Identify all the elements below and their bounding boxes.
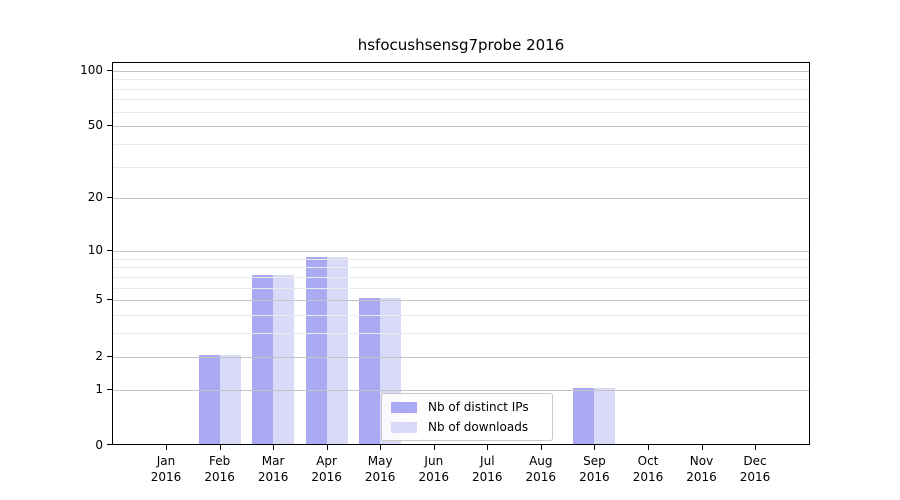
legend-row-distinct-ips: Nb of distinct IPs bbox=[391, 399, 543, 415]
bar-distinct-ips-mar bbox=[252, 274, 274, 444]
y-tick-100 bbox=[107, 69, 112, 71]
y-tick-label-1: 1 bbox=[95, 381, 103, 396]
y-tick-20 bbox=[107, 197, 112, 199]
x-tick-oct bbox=[648, 445, 649, 450]
bar-downloads-apr bbox=[326, 256, 348, 444]
legend-label-distinct-ips: Nb of distinct IPs bbox=[428, 400, 529, 414]
x-tick-sep bbox=[594, 445, 596, 450]
gridline-minor-90 bbox=[113, 79, 809, 81]
x-tick-aug bbox=[540, 445, 542, 450]
y-tick-label-0: 0 bbox=[95, 438, 103, 452]
gridline-minor-70 bbox=[113, 99, 809, 101]
x-tick-jul bbox=[487, 445, 489, 450]
bar-distinct-ips-feb bbox=[198, 354, 220, 444]
gridline-minor-3 bbox=[113, 333, 809, 335]
x-tick-label-aug: Aug 2016 bbox=[525, 454, 557, 484]
gridline-major-1 bbox=[113, 389, 809, 391]
plot-area: Nb of distinct IPs Nb of downloads bbox=[112, 62, 810, 445]
y-tick-2 bbox=[107, 355, 112, 357]
gridline-minor-8 bbox=[113, 267, 809, 269]
y-tick-10 bbox=[107, 250, 112, 251]
y-tick-label-10: 10 bbox=[87, 243, 103, 257]
gridline-minor-4 bbox=[113, 315, 809, 317]
gridline-minor-60 bbox=[113, 111, 809, 113]
gridline-major-50 bbox=[113, 126, 809, 128]
x-tick-jun bbox=[433, 445, 435, 450]
y-tick-label-50: 50 bbox=[87, 118, 103, 133]
x-tick-apr bbox=[326, 445, 328, 450]
y-tick-0 bbox=[107, 444, 112, 445]
x-tick-label-feb: Feb 2016 bbox=[204, 454, 235, 484]
x-tick-label-apr: Apr 2016 bbox=[311, 454, 342, 484]
y-tick-label-2: 2 bbox=[95, 348, 103, 363]
x-tick-label-mar: Mar 2016 bbox=[257, 454, 289, 484]
gridline-minor-9 bbox=[113, 258, 809, 260]
gridline-major-5 bbox=[113, 300, 809, 302]
x-tick-label-dec: Dec 2016 bbox=[739, 454, 771, 484]
x-tick-label-jun: Jun 2016 bbox=[418, 454, 450, 484]
gridline-minor-6 bbox=[113, 287, 809, 289]
x-tick-label-jan: Jan 2016 bbox=[150, 454, 182, 484]
gridline-major-20 bbox=[113, 198, 809, 200]
x-tick-feb bbox=[219, 445, 221, 450]
y-tick-label-20: 20 bbox=[87, 190, 103, 205]
gridline-major-2 bbox=[113, 356, 809, 358]
x-tick-label-oct: Oct 2016 bbox=[632, 454, 664, 484]
gridline-minor-80 bbox=[113, 88, 809, 90]
x-tick-may bbox=[380, 445, 382, 450]
legend-swatch-downloads bbox=[391, 421, 417, 433]
legend-swatch-distinct-ips bbox=[391, 401, 417, 413]
bar-distinct-ips-sep bbox=[573, 387, 595, 444]
x-tick-label-sep: Sep 2016 bbox=[579, 454, 610, 484]
legend-row-downloads: Nb of downloads bbox=[391, 419, 543, 435]
bar-distinct-ips-apr bbox=[305, 256, 327, 444]
y-tick-1 bbox=[107, 388, 112, 390]
y-tick-label-100: 100 bbox=[80, 62, 103, 77]
x-tick-dec bbox=[755, 445, 756, 450]
legend: Nb of distinct IPs Nb of downloads bbox=[381, 393, 553, 441]
y-tick-50 bbox=[107, 125, 112, 127]
x-tick-mar bbox=[273, 445, 275, 450]
x-tick-label-nov: Nov 2016 bbox=[686, 454, 717, 484]
gridline-major-10 bbox=[113, 251, 809, 252]
y-tick-label-5: 5 bbox=[95, 292, 103, 307]
x-tick-label-may: May 2016 bbox=[364, 454, 396, 484]
x-tick-nov bbox=[701, 445, 703, 450]
y-tick-5 bbox=[107, 299, 112, 301]
gridline-minor-30 bbox=[113, 166, 809, 168]
chart-title: hsfocushsensg7probe 2016 bbox=[357, 36, 565, 54]
x-tick-jan bbox=[166, 445, 167, 450]
x-tick-label-jul: Jul 2016 bbox=[472, 454, 503, 484]
bar-downloads-mar bbox=[273, 274, 295, 444]
gridline-minor-7 bbox=[113, 276, 809, 278]
gridline-minor-40 bbox=[113, 144, 809, 145]
bar-downloads-feb bbox=[219, 354, 241, 444]
gridline-major-100 bbox=[113, 70, 809, 72]
bar-downloads-sep bbox=[594, 387, 616, 444]
bar-distinct-ips-may bbox=[359, 298, 381, 444]
legend-label-downloads: Nb of downloads bbox=[428, 420, 529, 434]
